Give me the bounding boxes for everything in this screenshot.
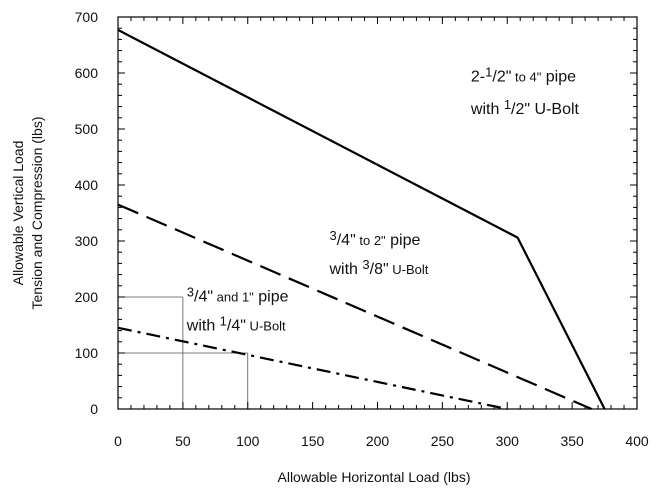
y-tick-label: 600 [75, 65, 99, 81]
y-tick-label: 0 [90, 401, 98, 417]
annotation-segment: 2- [471, 68, 485, 85]
annotation-segment: U-Bolt [246, 319, 286, 334]
annotation-segment: 1 [485, 64, 492, 79]
y-tick-label: 300 [75, 233, 99, 249]
grid [118, 296, 249, 409]
annotation-medium-line1: 3/4" to 2" pipe [329, 228, 420, 249]
annotation-segment: U-Bolt [389, 262, 429, 277]
x-tick-label: 250 [431, 433, 455, 449]
x-tick-label: 50 [175, 433, 191, 449]
annotation-small-line1: 3/4" and 1" pipe [187, 284, 289, 305]
annotation-segment: 3 [329, 228, 336, 243]
annotation-segment: /4" [227, 318, 246, 335]
x-tick-label: 300 [496, 433, 520, 449]
annotation-segment: pipe [254, 288, 289, 305]
annotation-segment: with [470, 101, 504, 118]
x-axis-label: Allowable Horizontal Load (lbs) [278, 469, 471, 485]
annotation-segment: /2" [492, 68, 511, 85]
annotation-segment: with [328, 261, 362, 278]
annotation-segment: to 4" [511, 69, 541, 84]
annotation-segment: 3 [187, 284, 194, 299]
annotation-large-line1: 2-1/2" to 4" pipe [471, 64, 576, 85]
annotation-segment: to 2" [356, 233, 386, 248]
annotation-large-line2: with 1/2" U-Bolt [470, 97, 580, 118]
annotation-segment: pipe [541, 68, 576, 85]
annotation-segment: 1 [220, 314, 227, 329]
axis-ticks [117, 16, 638, 410]
x-tick-label: 200 [366, 433, 390, 449]
x-tick-label: 0 [114, 433, 122, 449]
annotation-segment: /8" [370, 261, 389, 278]
annotation-segment: 1 [504, 97, 511, 112]
y-tick-label: 100 [75, 345, 99, 361]
series-line-dashed [117, 203, 593, 411]
series-line-dashdot [117, 326, 508, 411]
annotation-segment: /2" U-Bolt [511, 101, 579, 118]
tick-labels: 0 50 100 150 200 250 300 350 400 0 100 200 300 400 500… [75, 9, 649, 449]
y-tick-label: 500 [75, 121, 99, 137]
y-axis-label-line2: Tension and Compression (lbs) [29, 117, 45, 310]
series-group [117, 28, 606, 411]
annotation-medium-line2: with 3/8" U-Bolt [328, 257, 428, 278]
y-tick-label: 400 [75, 177, 99, 193]
annotation-segment: 3 [362, 257, 369, 272]
y-axis-label-line1: Allowable Vertical Load [10, 141, 26, 286]
x-tick-label: 350 [560, 433, 584, 449]
series-line-solid [117, 28, 606, 410]
annotation-small-line2: with 1/4" U-Bolt [186, 314, 286, 335]
x-tick-label: 400 [625, 433, 649, 449]
y-tick-label: 200 [75, 289, 99, 305]
y-tick-label: 700 [75, 9, 99, 25]
x-tick-label: 100 [236, 433, 260, 449]
annotation-segment: with [186, 318, 220, 335]
x-tick-label: 150 [301, 433, 325, 449]
annotation-segment: pipe [386, 232, 421, 249]
annotation-segment: /4" [337, 232, 356, 249]
annotation-segment: /4" [194, 288, 213, 305]
annotation-segment: and 1" [213, 289, 254, 304]
